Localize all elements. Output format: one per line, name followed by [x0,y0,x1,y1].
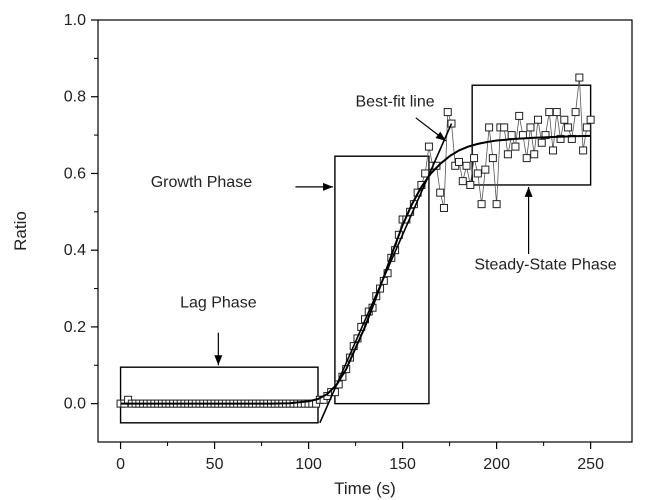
x-tick-label: 50 [206,456,224,473]
arrow-head [214,355,223,366]
data-point [488,154,497,163]
data-point [560,115,569,124]
y-tick-label: 0.4 [64,242,86,259]
x-tick-label: 200 [483,456,510,473]
data-point [481,165,490,174]
data-point [466,180,475,189]
data-point [545,108,554,117]
data-point [522,154,531,163]
best-fit-tangent-line [319,123,453,424]
y-ticks: 0.0 0.2 0.4 0.6 0.8 1.0 [64,12,98,413]
data-point [564,123,573,132]
data-point [586,115,595,124]
fit-curve [120,134,591,405]
data-point [424,142,433,151]
axes [97,19,633,443]
data-point [477,200,486,209]
arrow-head [524,186,533,197]
region-lag-box [119,366,319,424]
data-point [530,150,539,159]
data-markers [116,73,595,408]
y-tick-label: 0.0 [64,396,86,413]
x-tick-label: 150 [389,456,416,473]
annotation-lag-phase: Lag Phase [180,295,257,312]
arrow-head [323,182,334,191]
data-point [492,200,501,209]
x-tick-label: 250 [577,456,604,473]
annotation-best-fit-line: Best-fit line [356,93,435,110]
data-point [571,108,580,117]
region-steady-box [471,84,592,186]
data-point [552,108,561,117]
region-growth-box [334,155,430,405]
data-point [470,154,479,163]
plot-regions [119,84,592,424]
data-point [455,157,464,166]
data-point [503,150,512,159]
data-point [500,123,509,132]
data-point [582,123,591,132]
x-axis-title: Time (s) [334,479,396,498]
plot-frame [97,19,633,443]
data-point [537,138,546,147]
annotation-steady-state-phase: Steady-State Phase [474,256,616,273]
data-point [462,161,471,170]
y-tick-label: 0.8 [64,89,86,106]
x-tick-label: 100 [295,456,322,473]
data-point [485,123,494,132]
data-point [556,134,565,143]
data-point [473,169,482,178]
data-point [507,131,516,140]
data-connector-line [120,77,591,405]
annotation-arrows [214,117,533,366]
data-point [458,177,467,186]
x-ticks: 0 50 100 150 200 250 [116,442,604,473]
data-point [526,123,535,132]
data-point [436,188,445,197]
x-tick-label: 0 [116,456,125,473]
data-point [533,115,542,124]
fit-curves [120,123,591,424]
arrow-head [435,131,446,141]
data-point [443,108,452,117]
annotation-growth-phase: Growth Phase [151,174,252,191]
data-point [515,111,524,120]
data-point [511,142,520,151]
data-point [421,169,430,178]
data-point [579,146,588,155]
data-point [575,73,584,82]
data-point [439,203,448,212]
data-point [541,131,550,140]
y-axis-title: Ratio [11,211,30,251]
y-tick-label: 1.0 [64,12,86,29]
y-tick-label: 0.2 [64,319,86,336]
data-point [549,146,558,155]
y-tick-label: 0.6 [64,165,86,182]
